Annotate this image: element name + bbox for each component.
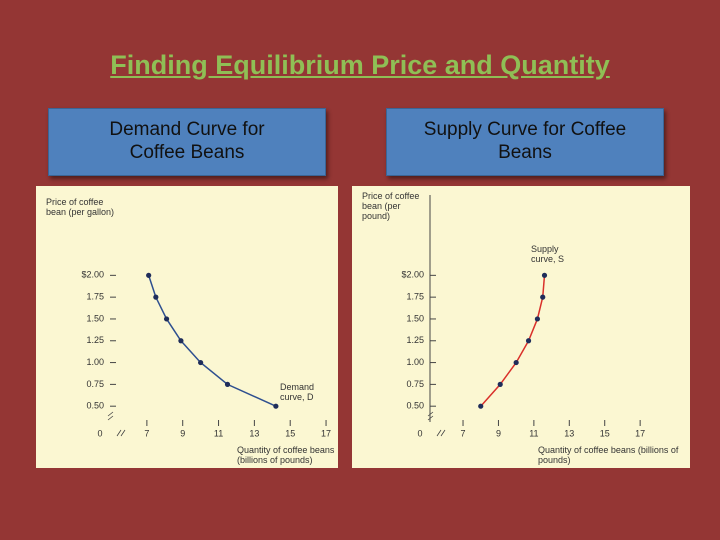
chart-header: Demand Curve for Coffee Beans — [48, 108, 326, 176]
y-tick-label: 0.50 — [406, 401, 424, 411]
y-tick-label: 1.00 — [86, 357, 104, 367]
y-tick-label: 1.00 — [406, 357, 424, 367]
y-tick-label: 0.75 — [86, 379, 104, 389]
y-tick-label: 1.75 — [406, 292, 424, 302]
y-tick-label: 1.50 — [86, 313, 104, 323]
point — [497, 381, 503, 387]
y-tick-label: 1.25 — [406, 335, 424, 345]
point — [224, 381, 231, 387]
annotation: Demand curve, D — [280, 382, 315, 402]
curve — [147, 275, 277, 407]
point — [513, 359, 519, 366]
x-tick-label: 9 — [180, 428, 185, 438]
y-tick-label: 1.25 — [86, 335, 104, 345]
origin-label: 0 — [417, 428, 422, 438]
y-tick-label: 0.50 — [86, 401, 104, 411]
point — [534, 316, 541, 322]
x-tick-label: 7 — [144, 428, 149, 438]
y-tick-label: $2.00 — [401, 270, 424, 280]
y-tick-label: 1.50 — [406, 313, 424, 323]
point — [541, 272, 548, 278]
point — [146, 272, 152, 278]
x-tick-label: 15 — [600, 428, 610, 438]
annotation: Supply curve, S — [531, 244, 565, 264]
y-tick-label: $2.00 — [81, 270, 104, 280]
point — [178, 338, 184, 344]
point — [273, 403, 279, 409]
chart-panel — [36, 186, 338, 468]
x-tick-label: 15 — [285, 428, 295, 438]
slide-title: Finding Equilibrium Price and Quantity — [110, 50, 610, 80]
chart-panel — [352, 186, 690, 468]
x-tick-label: 17 — [321, 428, 331, 438]
y-axis-label: Price of coffee bean (per pound) — [362, 191, 420, 221]
axis-break — [107, 411, 126, 437]
x-tick-label: 13 — [249, 428, 259, 438]
point — [163, 316, 170, 322]
x-tick-label: 9 — [496, 428, 501, 438]
y-axis-label: Price of coffee bean (per gallon) — [46, 197, 115, 217]
x-axis-label: Quantity of coffee beans (billions of po… — [237, 445, 335, 465]
point — [540, 294, 546, 300]
point — [525, 338, 532, 344]
point — [478, 403, 484, 409]
chart-header: Supply Curve for Coffee Beans — [386, 108, 664, 176]
x-axis-label: Quantity of coffee beans (billions of po… — [538, 445, 679, 465]
x-tick-label: 11 — [214, 428, 223, 438]
x-tick-label: 17 — [635, 428, 645, 438]
y-tick-label: 1.75 — [86, 292, 104, 302]
curve — [480, 275, 546, 407]
point — [198, 359, 204, 366]
y-tick-label: 0.75 — [406, 379, 424, 389]
x-tick-label: 11 — [529, 428, 538, 438]
origin-label: 0 — [97, 428, 102, 438]
point — [153, 294, 159, 300]
x-tick-label: 13 — [564, 428, 574, 438]
x-tick-label: 7 — [461, 428, 466, 438]
axis-break — [427, 411, 446, 437]
